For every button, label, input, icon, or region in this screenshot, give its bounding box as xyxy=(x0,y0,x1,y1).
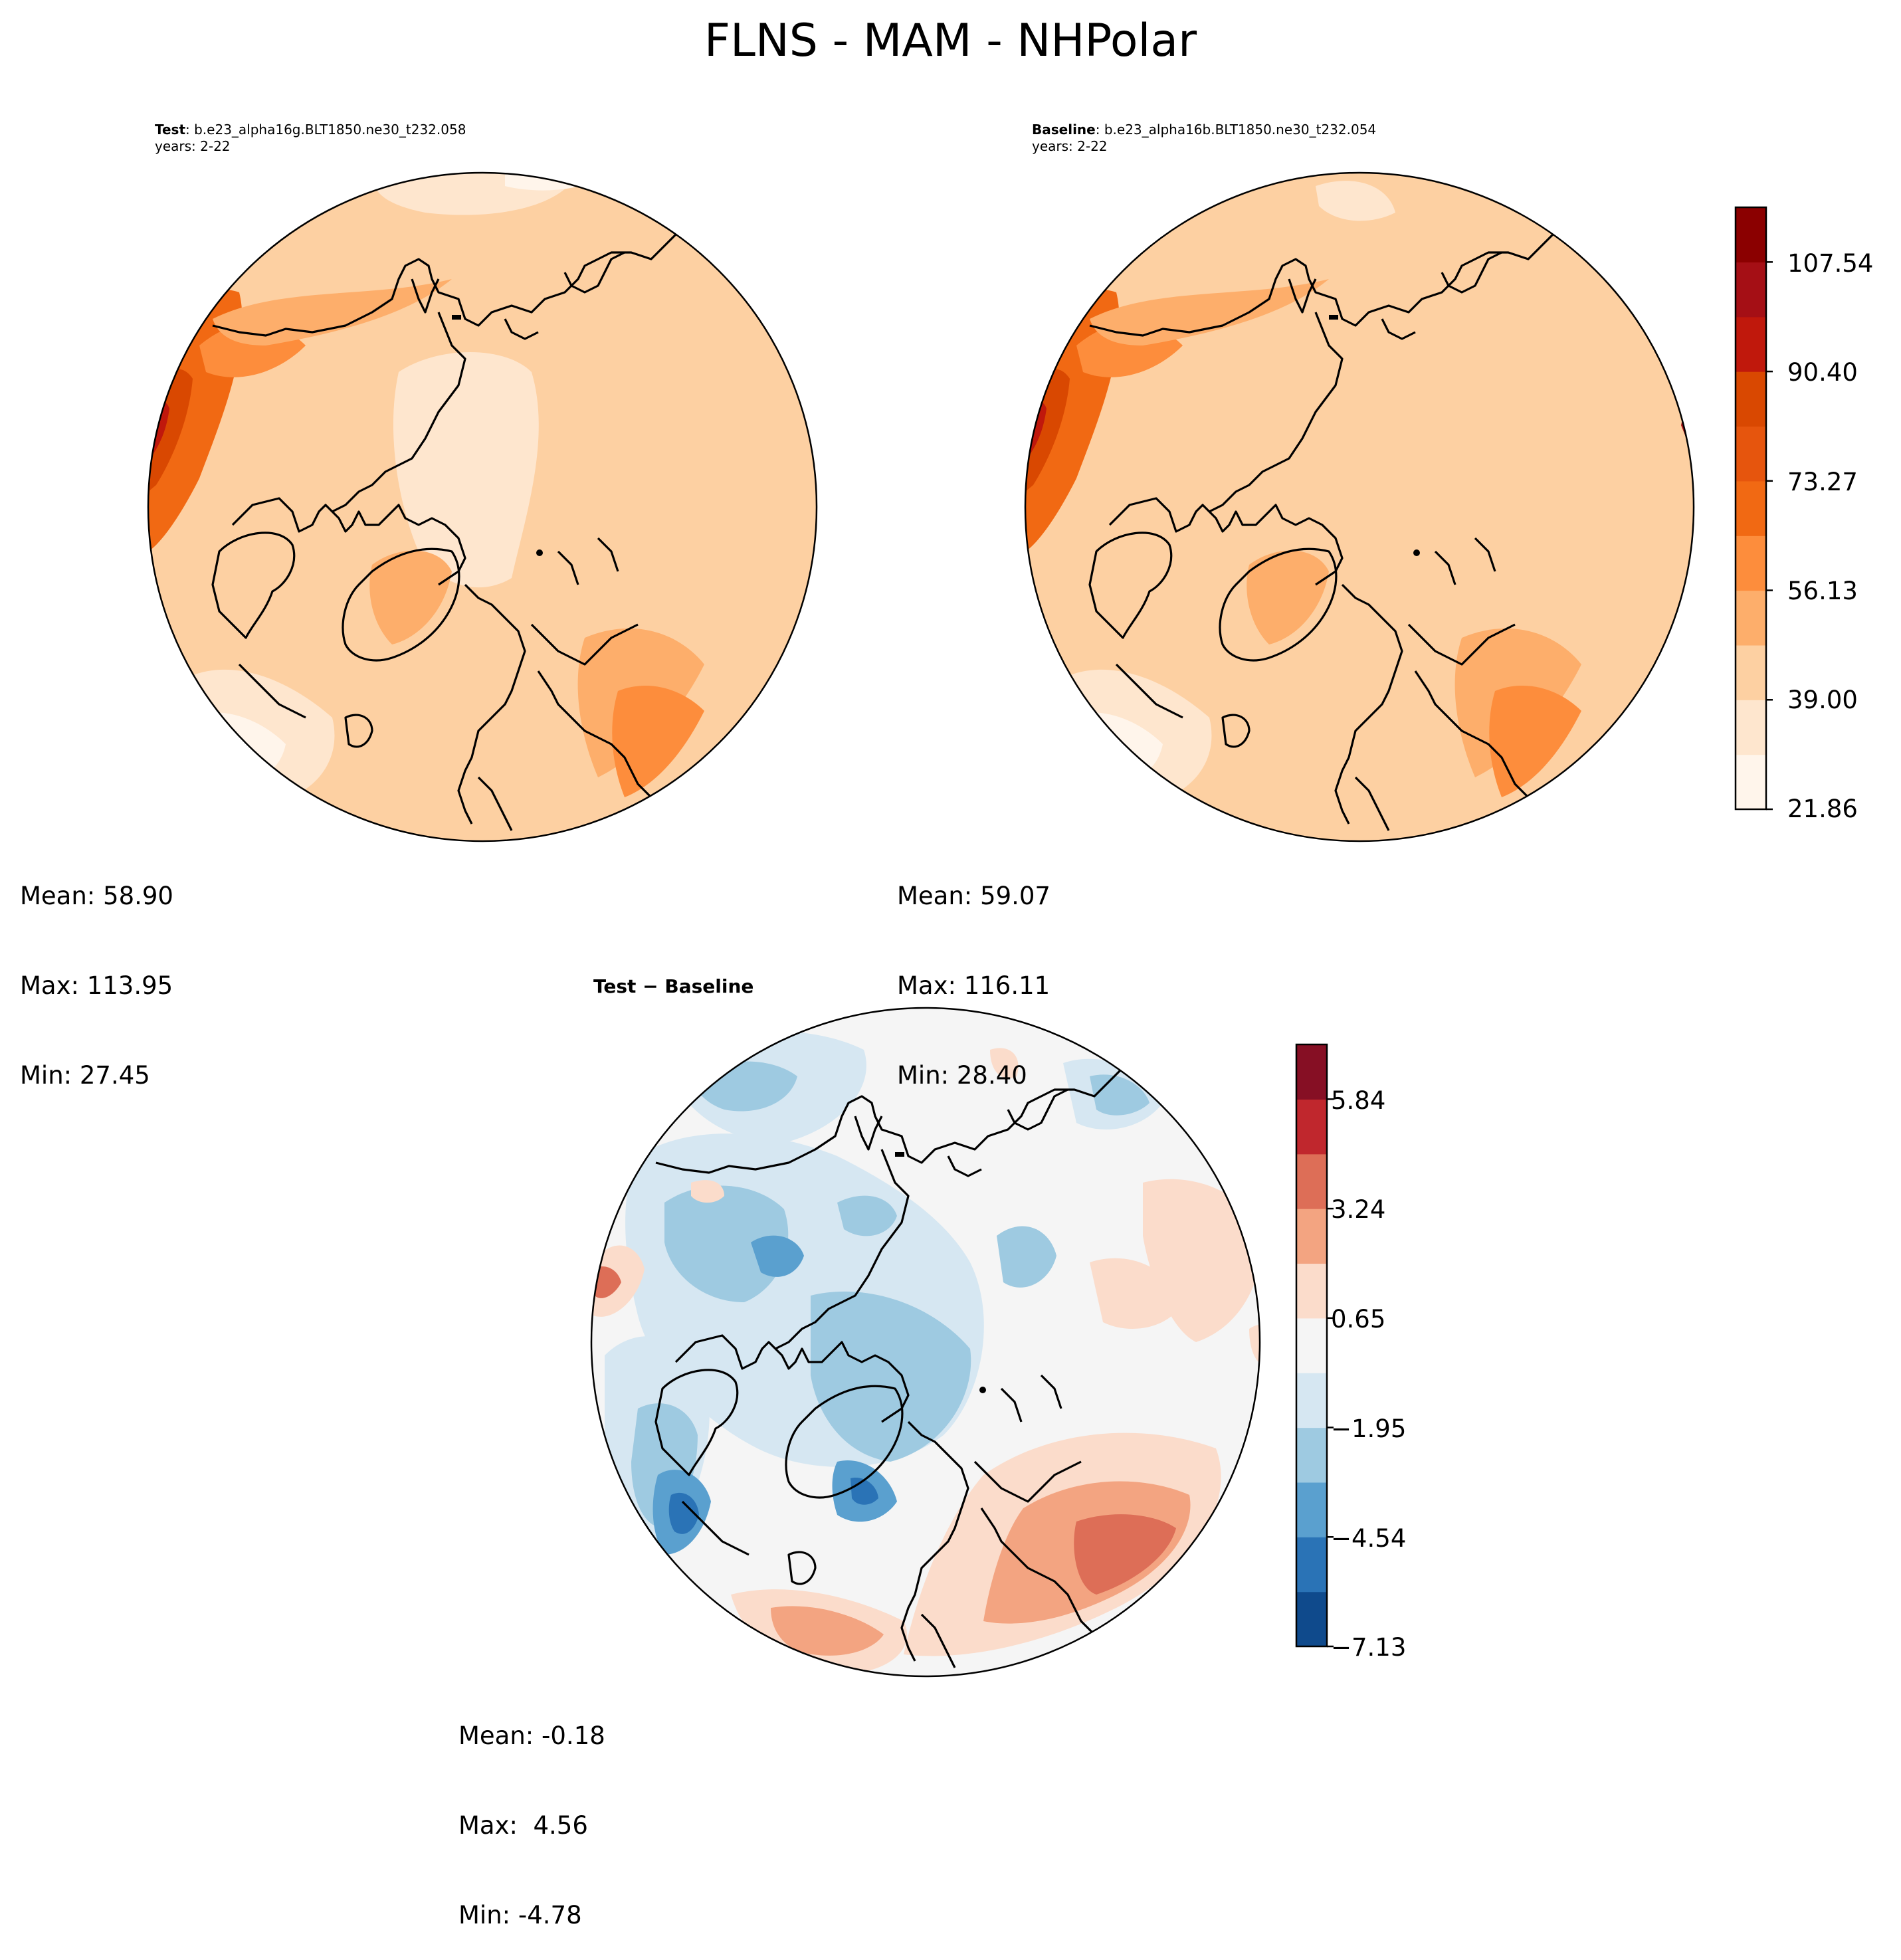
baseline-label-case: : b.e23_alpha16b.BLT1850.ne30_t232.054 xyxy=(1095,122,1377,138)
main-colorbar-segment xyxy=(1736,207,1766,262)
diff-colorbar-segment xyxy=(1296,1263,1327,1319)
test-mean: Mean: 58.90 xyxy=(20,882,173,910)
main-colorbar-segment xyxy=(1736,426,1766,482)
main-colorbar-segment xyxy=(1736,590,1766,646)
diff-map xyxy=(590,1007,1261,1678)
diff-colorbar-tick: 0.65 xyxy=(1331,1305,1386,1333)
test-map xyxy=(147,171,818,842)
diff-colorbar-tick: −1.95 xyxy=(1331,1415,1407,1443)
diff-max: Max: 4.56 xyxy=(458,1811,588,1840)
main-colorbar-segment xyxy=(1736,371,1766,427)
main-colorbar-segment xyxy=(1736,480,1766,536)
diff-colorbar-segment xyxy=(1296,1153,1327,1209)
diff-colorbar-segment xyxy=(1296,1373,1327,1428)
diff-label-bold: Test − Baseline xyxy=(593,975,754,997)
main-colorbar-tick: 107.54 xyxy=(1787,249,1874,278)
main-colorbar-segment xyxy=(1736,536,1766,591)
main-colorbar-tick: 39.00 xyxy=(1787,686,1858,714)
baseline-min: Min: 28.40 xyxy=(897,1061,1027,1090)
test-stats: Mean: 58.90 Max: 113.95 Min: 27.45 xyxy=(20,821,173,1120)
test-label-case: : b.e23_alpha16g.BLT1850.ne30_t232.058 xyxy=(185,122,466,138)
test-max: Max: 113.95 xyxy=(20,971,173,1000)
main-colorbar-tick: 90.40 xyxy=(1787,358,1858,387)
main-colorbar xyxy=(1734,206,1773,811)
main-colorbar-segment xyxy=(1736,316,1766,372)
diff-mean: Mean: -0.18 xyxy=(458,1721,605,1750)
diff-colorbar-frame xyxy=(1295,1043,1328,1648)
test-panel-label: Test: b.e23_alpha16g.BLT1850.ne30_t232.0… xyxy=(155,122,466,138)
test-min: Min: 27.45 xyxy=(20,1061,150,1090)
main-colorbar-tick: 73.27 xyxy=(1787,468,1858,496)
figure-canvas xyxy=(147,171,1773,1678)
baseline-map xyxy=(1024,171,1695,842)
test-label-bold: Test xyxy=(155,122,186,138)
diff-colorbar-segment xyxy=(1296,1482,1327,1537)
diff-colorbar-tick: 5.84 xyxy=(1331,1086,1386,1115)
diff-colorbar xyxy=(1295,1043,1334,1648)
main-colorbar-segment xyxy=(1736,700,1766,755)
diff-colorbar-segment xyxy=(1296,1591,1327,1647)
diff-colorbar-segment xyxy=(1296,1099,1327,1155)
diff-stats: Mean: -0.18 Max: 4.56 Min: -4.78 xyxy=(458,1661,605,1960)
diff-colorbar-segment xyxy=(1296,1318,1327,1373)
diff-panel-label: Test − Baseline xyxy=(593,975,753,998)
baseline-max: Max: 116.11 xyxy=(897,971,1051,1000)
main-colorbar-tick: 21.86 xyxy=(1787,795,1858,823)
diff-colorbar-tick: 3.24 xyxy=(1331,1195,1386,1224)
main-colorbar-frame xyxy=(1734,206,1767,811)
baseline-panel-label: Baseline: b.e23_alpha16b.BLT1850.ne30_t2… xyxy=(1032,122,1376,138)
diff-colorbar-segment xyxy=(1296,1209,1327,1264)
baseline-years: years: 2-22 xyxy=(1032,138,1108,154)
diff-colorbar-tick: −7.13 xyxy=(1331,1633,1407,1662)
diff-colorbar-segment xyxy=(1296,1537,1327,1593)
baseline-label-bold: Baseline xyxy=(1032,122,1096,138)
main-colorbar-segment xyxy=(1736,644,1766,700)
diff-colorbar-segment xyxy=(1296,1427,1327,1483)
test-years: years: 2-22 xyxy=(155,138,231,154)
main-colorbar-segment xyxy=(1736,262,1766,318)
main-colorbar-tick: 56.13 xyxy=(1787,577,1858,605)
main-colorbar-segment xyxy=(1736,754,1766,810)
diff-min: Min: -4.78 xyxy=(458,1901,582,1929)
baseline-stats: Mean: 59.07 Max: 116.11 Min: 28.40 xyxy=(897,821,1051,1120)
diff-colorbar-segment xyxy=(1296,1044,1327,1100)
diff-colorbar-tick: −4.54 xyxy=(1331,1524,1407,1553)
baseline-mean: Mean: 59.07 xyxy=(897,882,1051,910)
figure-title: FLNS - MAM - NHPolar xyxy=(704,15,1197,67)
